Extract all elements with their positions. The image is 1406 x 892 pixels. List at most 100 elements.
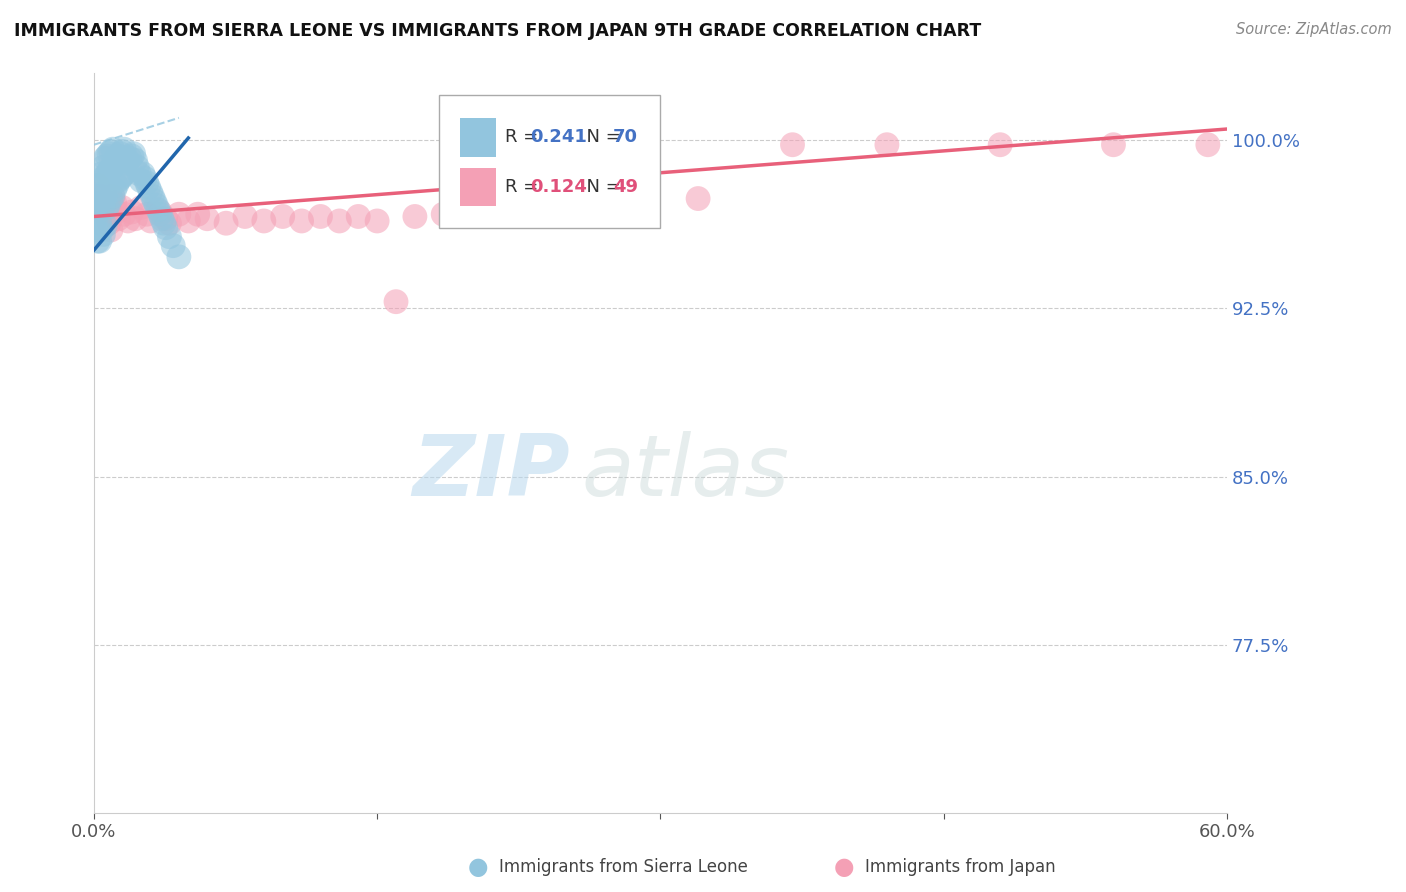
Point [101,142,124,156]
Point [90,196,112,211]
FancyBboxPatch shape [460,168,496,206]
Point [94,205,117,219]
Point [187,207,209,221]
Point [233,210,256,224]
Point [107,173,129,187]
Point [101,160,124,174]
Point [86,178,108,192]
Point [115,155,138,169]
Text: Immigrants from Japan: Immigrants from Japan [865,858,1056,876]
Point [143,194,166,208]
Point [385,294,408,309]
Point [121,149,143,163]
Point [90,167,112,181]
Point [155,211,177,226]
Point [612,196,634,211]
Text: 0.124: 0.124 [530,178,586,196]
Point [84,211,107,226]
Point [432,207,454,221]
Point [94,219,117,233]
Point [128,167,150,181]
Point [782,137,804,152]
Point [118,151,141,165]
Point [89,216,111,230]
Point [94,169,117,183]
Point [84,223,107,237]
Point [90,187,112,202]
Point [93,160,115,174]
Point [84,201,107,215]
Point [124,153,146,168]
Point [149,205,172,219]
Text: IMMIGRANTS FROM SIERRA LEONE VS IMMIGRANTS FROM JAPAN 9TH GRADE CORRELATION CHAR: IMMIGRANTS FROM SIERRA LEONE VS IMMIGRAN… [14,22,981,40]
Point [104,155,127,169]
Point [167,207,190,221]
Text: 0.241: 0.241 [530,128,586,146]
Point [141,189,163,203]
Point [96,167,118,181]
Point [309,210,332,224]
Point [145,198,167,212]
Point [111,145,134,159]
Text: R =: R = [505,178,544,196]
Point [107,149,129,163]
Point [104,183,127,197]
Point [86,189,108,203]
Point [162,238,184,252]
Point [96,149,118,163]
FancyBboxPatch shape [460,118,496,157]
Point [112,142,135,156]
Point [159,216,181,230]
Point [135,176,157,190]
Point [150,211,173,226]
Point [124,211,146,226]
Point [1102,137,1125,152]
Point [498,202,520,217]
Point [112,207,135,221]
Point [271,210,294,224]
Point [127,160,149,174]
Point [134,171,156,186]
Point [404,210,426,224]
Point [159,229,181,244]
Point [167,250,190,264]
Text: Immigrants from Sierra Leone: Immigrants from Sierra Leone [499,858,748,876]
Text: N =: N = [575,178,627,196]
Point [100,192,122,206]
Point [988,137,1011,152]
Point [536,201,558,215]
Point [117,153,139,168]
Point [94,151,117,165]
Text: ●: ● [468,855,488,879]
Point [215,216,238,230]
Point [195,211,218,226]
Point [117,214,139,228]
Point [96,211,118,226]
Point [93,227,115,242]
Point [89,234,111,248]
Point [101,189,124,203]
Point [110,171,132,186]
Point [98,146,121,161]
Text: 49: 49 [613,178,638,196]
Point [86,205,108,219]
Point [177,214,200,228]
Point [152,216,174,230]
Point [93,178,115,192]
Point [111,201,134,215]
Point [460,205,482,219]
Point [100,145,122,159]
Point [105,205,128,219]
Text: N =: N = [575,128,627,146]
Text: ●: ● [834,855,853,879]
Point [98,164,121,178]
Point [93,201,115,215]
Point [105,178,128,192]
Text: atlas: atlas [581,431,789,514]
Text: ZIP: ZIP [412,431,569,514]
Point [89,196,111,211]
Point [132,167,155,181]
Point [100,223,122,237]
Point [107,211,129,226]
Point [1197,137,1219,152]
